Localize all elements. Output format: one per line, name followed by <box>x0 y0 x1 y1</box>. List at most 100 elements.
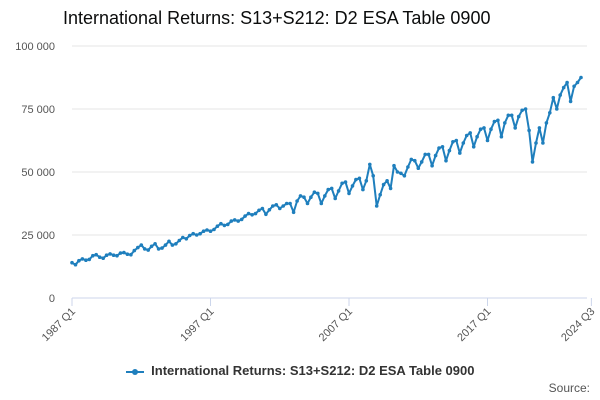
data-point[interactable] <box>226 222 230 227</box>
data-point[interactable] <box>503 121 507 125</box>
data-point[interactable] <box>146 248 150 252</box>
data-point[interactable] <box>378 192 383 197</box>
data-point[interactable] <box>97 255 102 259</box>
data-point[interactable] <box>392 163 396 168</box>
data-point[interactable] <box>496 118 500 123</box>
data-point[interactable] <box>447 148 452 153</box>
legend[interactable]: International Returns: S13+S212: D2 ESA … <box>0 363 600 378</box>
data-point[interactable] <box>485 138 490 143</box>
data-point[interactable] <box>250 213 254 217</box>
data-point[interactable] <box>309 195 313 199</box>
data-point[interactable] <box>222 223 227 228</box>
data-point[interactable] <box>274 203 279 207</box>
data-point[interactable] <box>361 187 365 192</box>
data-point[interactable] <box>187 233 192 238</box>
data-point[interactable] <box>208 229 213 233</box>
data-point[interactable] <box>108 252 112 256</box>
data-point[interactable] <box>125 252 130 256</box>
data-point[interactable] <box>232 218 237 222</box>
data-point[interactable] <box>323 194 327 198</box>
data-point[interactable] <box>284 201 289 206</box>
data-point[interactable] <box>319 201 324 206</box>
data-point[interactable] <box>482 126 486 130</box>
data-point[interactable] <box>156 247 161 251</box>
data-point[interactable] <box>111 253 116 257</box>
data-point[interactable] <box>260 206 265 211</box>
data-point[interactable] <box>572 84 576 89</box>
data-point[interactable] <box>84 258 88 263</box>
data-point[interactable] <box>444 158 448 163</box>
data-point[interactable] <box>388 186 393 191</box>
data-point[interactable] <box>541 141 545 145</box>
data-point[interactable] <box>142 247 147 251</box>
data-point[interactable] <box>399 171 403 176</box>
data-point[interactable] <box>406 165 410 169</box>
data-point[interactable] <box>239 217 244 222</box>
data-point[interactable] <box>191 231 195 236</box>
data-point[interactable] <box>329 186 334 191</box>
data-point[interactable] <box>333 196 338 201</box>
data-point[interactable] <box>305 201 310 206</box>
data-point[interactable] <box>219 221 223 226</box>
data-point[interactable] <box>298 194 303 198</box>
data-point[interactable] <box>163 243 168 247</box>
data-point[interactable] <box>129 252 133 257</box>
data-point[interactable] <box>561 85 566 90</box>
data-point[interactable] <box>312 190 317 194</box>
data-point[interactable] <box>454 138 459 143</box>
data-point[interactable] <box>371 174 376 178</box>
data-point[interactable] <box>347 191 351 196</box>
data-point[interactable] <box>77 258 81 263</box>
data-point[interactable] <box>87 257 92 262</box>
data-point[interactable] <box>177 238 182 243</box>
data-point[interactable] <box>336 189 341 193</box>
data-point[interactable] <box>530 160 535 164</box>
data-point[interactable] <box>354 177 358 182</box>
data-point[interactable] <box>565 80 569 85</box>
data-point[interactable] <box>229 219 234 223</box>
data-point[interactable] <box>340 181 344 186</box>
data-point[interactable] <box>551 95 556 100</box>
data-point[interactable] <box>181 235 185 240</box>
data-point[interactable] <box>94 252 98 257</box>
data-point[interactable] <box>419 160 424 164</box>
data-point[interactable] <box>364 179 369 183</box>
data-point[interactable] <box>555 107 559 111</box>
data-point[interactable] <box>395 170 400 174</box>
data-point[interactable] <box>468 131 473 135</box>
data-point[interactable] <box>409 157 414 162</box>
data-point[interactable] <box>295 199 299 203</box>
data-point[interactable] <box>506 113 511 118</box>
data-point[interactable] <box>170 243 175 247</box>
data-point[interactable] <box>73 262 78 267</box>
data-point[interactable] <box>357 176 362 181</box>
data-point[interactable] <box>167 239 171 244</box>
data-point[interactable] <box>153 242 157 246</box>
data-point[interactable] <box>236 219 240 223</box>
data-point[interactable] <box>461 141 466 145</box>
data-point[interactable] <box>381 182 386 187</box>
data-point[interactable] <box>122 250 126 255</box>
data-point[interactable] <box>118 251 123 255</box>
data-point[interactable] <box>440 145 445 149</box>
data-point[interactable] <box>413 158 417 163</box>
data-point[interactable] <box>174 242 178 246</box>
data-point[interactable] <box>205 228 209 232</box>
data-point[interactable] <box>374 204 379 208</box>
data-point[interactable] <box>458 151 462 155</box>
data-point[interactable] <box>509 113 514 118</box>
data-point[interactable] <box>433 153 438 158</box>
data-point[interactable] <box>201 229 206 233</box>
data-point[interactable] <box>402 174 407 178</box>
data-point[interactable] <box>520 108 524 113</box>
data-point[interactable] <box>548 111 552 115</box>
data-point[interactable] <box>302 195 306 199</box>
data-point[interactable] <box>136 245 140 250</box>
data-point[interactable] <box>316 191 320 196</box>
data-point[interactable] <box>132 248 137 253</box>
data-point[interactable] <box>516 114 521 119</box>
data-point[interactable] <box>281 204 286 208</box>
data-point[interactable] <box>475 134 479 139</box>
data-point[interactable] <box>437 146 441 150</box>
data-point[interactable] <box>139 243 144 247</box>
